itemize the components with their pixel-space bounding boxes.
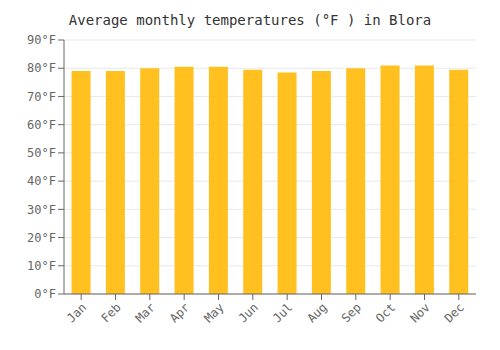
svg-text:Jun: Jun (236, 300, 261, 325)
svg-text:70°F: 70°F (27, 90, 56, 104)
svg-text:50°F: 50°F (27, 146, 56, 160)
svg-text:Oct: Oct (373, 300, 398, 325)
svg-text:May: May (201, 300, 226, 325)
svg-text:40°F: 40°F (27, 174, 56, 188)
svg-text:0°F: 0°F (34, 287, 56, 301)
svg-text:Jul: Jul (270, 300, 295, 325)
svg-text:30°F: 30°F (27, 203, 56, 217)
html-text:Average monthly temperatures (: Average monthly temperatures (°F ) in Bl… (68, 12, 432, 28)
svg-text:Aug: Aug (304, 300, 329, 325)
svg-text:Sep: Sep (339, 300, 364, 325)
svg-text:20°F: 20°F (27, 231, 56, 245)
svg-text:Feb: Feb (98, 300, 123, 325)
svg-text:Dec: Dec (442, 300, 467, 325)
svg-text:Mar: Mar (133, 300, 158, 325)
svg-text:80°F: 80°F (27, 61, 56, 75)
svg-text:90°F: 90°F (27, 33, 56, 47)
svg-text:Apr: Apr (167, 300, 192, 325)
svg-text:60°F: 60°F (27, 118, 56, 132)
svg-text:Nov: Nov (407, 300, 432, 325)
svg-text:Jan: Jan (64, 300, 89, 325)
svg-text:10°F: 10°F (27, 259, 56, 273)
